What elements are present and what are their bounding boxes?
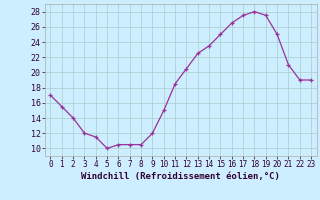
X-axis label: Windchill (Refroidissement éolien,°C): Windchill (Refroidissement éolien,°C) — [81, 172, 280, 181]
